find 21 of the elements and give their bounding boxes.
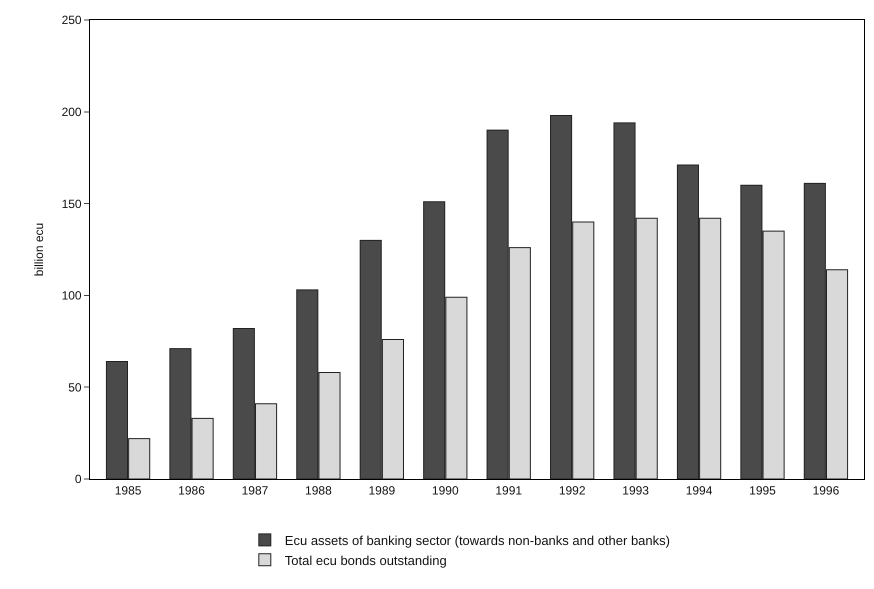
x-tick-label: 1986 <box>178 483 206 498</box>
y-tick-label: 150 <box>62 196 82 211</box>
x-tick-label: 1987 <box>242 483 269 498</box>
y-tick-label: 250 <box>62 13 82 28</box>
x-tick-label: 1991 <box>495 483 522 498</box>
x-tick-label: 1993 <box>622 483 650 498</box>
x-tick-label: 1992 <box>558 483 586 498</box>
legend-label: Total ecu bonds outstanding <box>284 552 447 568</box>
x-tick-label: 1995 <box>749 483 776 498</box>
y-tick-label: 100 <box>62 288 82 303</box>
y-tick-label: 200 <box>62 105 82 119</box>
x-tick-label: 1985 <box>114 483 142 498</box>
y-tick-label: 0 <box>74 472 82 486</box>
y-tick-label: 50 <box>68 380 82 394</box>
legend-label: Ecu assets of banking sector (towards non-banks and other banks) <box>284 532 670 548</box>
x-tick-label: 1990 <box>432 483 459 498</box>
x-tick-label: 1994 <box>686 483 713 498</box>
x-tick-label: 1988 <box>305 483 332 498</box>
x-tick-label: 1996 <box>812 483 840 498</box>
y-axis-title: billion ecu <box>32 222 46 276</box>
x-tick-label: 1989 <box>368 483 396 498</box>
